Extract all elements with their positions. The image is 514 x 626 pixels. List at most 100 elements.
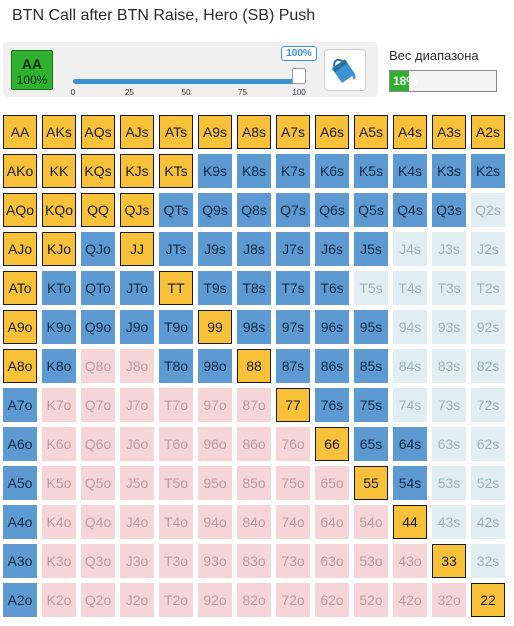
- hand-cell-kqs[interactable]: KQs: [81, 154, 115, 188]
- hand-cell-tt[interactable]: TT: [159, 271, 193, 305]
- hand-cell-j2o[interactable]: J2o: [120, 583, 154, 617]
- hand-cell-85o[interactable]: 85o: [237, 466, 271, 500]
- hand-cell-t2o[interactable]: T2o: [159, 583, 193, 617]
- hand-cell-83s[interactable]: 83s: [432, 349, 466, 383]
- hand-cell-kjo[interactable]: KJo: [42, 232, 76, 266]
- hand-cell-k4o[interactable]: K4o: [42, 505, 76, 539]
- hand-cell-44[interactable]: 44: [393, 505, 427, 539]
- hand-cell-aqs[interactable]: AQs: [81, 115, 115, 149]
- hand-cell-65s[interactable]: 65s: [354, 427, 388, 461]
- hand-cell-88[interactable]: 88: [237, 349, 271, 383]
- hand-cell-ajs[interactable]: AJs: [120, 115, 154, 149]
- hand-cell-q3o[interactable]: Q3o: [81, 544, 115, 578]
- hand-cell-84s[interactable]: 84s: [393, 349, 427, 383]
- hand-cell-q8s[interactable]: Q8s: [237, 193, 271, 227]
- hand-cell-t7o[interactable]: T7o: [159, 388, 193, 422]
- hand-cell-87o[interactable]: 87o: [237, 388, 271, 422]
- hand-cell-72o[interactable]: 72o: [276, 583, 310, 617]
- hand-cell-a4o[interactable]: A4o: [3, 505, 37, 539]
- hand-cell-k5o[interactable]: K5o: [42, 466, 76, 500]
- hand-cell-96o[interactable]: 96o: [198, 427, 232, 461]
- hand-cell-j7s[interactable]: J7s: [276, 232, 310, 266]
- hand-cell-ato[interactable]: ATo: [3, 271, 37, 305]
- hand-cell-73s[interactable]: 73s: [432, 388, 466, 422]
- hand-cell-j8s[interactable]: J8s: [237, 232, 271, 266]
- hand-cell-92o[interactable]: 92o: [198, 583, 232, 617]
- hand-cell-k3o[interactable]: K3o: [42, 544, 76, 578]
- hand-cell-52o[interactable]: 52o: [354, 583, 388, 617]
- hand-cell-kts[interactable]: KTs: [159, 154, 193, 188]
- hand-cell-qjs[interactable]: QJs: [120, 193, 154, 227]
- hand-cell-62o[interactable]: 62o: [315, 583, 349, 617]
- hand-cell-k4s[interactable]: K4s: [393, 154, 427, 188]
- hand-cell-22[interactable]: 22: [471, 583, 505, 617]
- hand-cell-aa[interactable]: AA: [3, 115, 37, 149]
- hand-cell-t8s[interactable]: T8s: [237, 271, 271, 305]
- hand-cell-83o[interactable]: 83o: [237, 544, 271, 578]
- hand-cell-87s[interactable]: 87s: [276, 349, 310, 383]
- hand-cell-74o[interactable]: 74o: [276, 505, 310, 539]
- hand-cell-a5o[interactable]: A5o: [3, 466, 37, 500]
- hand-cell-kk[interactable]: KK: [42, 154, 76, 188]
- hand-cell-76s[interactable]: 76s: [315, 388, 349, 422]
- hand-cell-kqo[interactable]: KQo: [42, 193, 76, 227]
- hand-cell-qts[interactable]: QTs: [159, 193, 193, 227]
- hand-cell-t3o[interactable]: T3o: [159, 544, 193, 578]
- hand-cell-jto[interactable]: JTo: [120, 271, 154, 305]
- hand-cell-82o[interactable]: 82o: [237, 583, 271, 617]
- hand-cell-55[interactable]: 55: [354, 466, 388, 500]
- hand-cell-65o[interactable]: 65o: [315, 466, 349, 500]
- hand-cell-66[interactable]: 66: [315, 427, 349, 461]
- hand-cell-q7o[interactable]: Q7o: [81, 388, 115, 422]
- hand-cell-64s[interactable]: 64s: [393, 427, 427, 461]
- hand-cell-a8s[interactable]: A8s: [237, 115, 271, 149]
- hand-cell-jj[interactable]: JJ: [120, 232, 154, 266]
- hand-cell-ajo[interactable]: AJo: [3, 232, 37, 266]
- hand-cell-82s[interactable]: 82s: [471, 349, 505, 383]
- hand-cell-85s[interactable]: 85s: [354, 349, 388, 383]
- hand-cell-96s[interactable]: 96s: [315, 310, 349, 344]
- hand-cell-qto[interactable]: QTo: [81, 271, 115, 305]
- hand-cell-75o[interactable]: 75o: [276, 466, 310, 500]
- hand-cell-q8o[interactable]: Q8o: [81, 349, 115, 383]
- hand-cell-k6s[interactable]: K6s: [315, 154, 349, 188]
- hand-cell-q4o[interactable]: Q4o: [81, 505, 115, 539]
- hand-cell-98o[interactable]: 98o: [198, 349, 232, 383]
- hand-cell-t6s[interactable]: T6s: [315, 271, 349, 305]
- hand-cell-a2s[interactable]: A2s: [471, 115, 505, 149]
- hand-cell-a9s[interactable]: A9s: [198, 115, 232, 149]
- hand-cell-32o[interactable]: 32o: [432, 583, 466, 617]
- hand-cell-k8s[interactable]: K8s: [237, 154, 271, 188]
- hand-cell-t4s[interactable]: T4s: [393, 271, 427, 305]
- hand-cell-a6s[interactable]: A6s: [315, 115, 349, 149]
- hand-cell-j4o[interactable]: J4o: [120, 505, 154, 539]
- hand-cell-t9s[interactable]: T9s: [198, 271, 232, 305]
- hand-cell-k9o[interactable]: K9o: [42, 310, 76, 344]
- hand-cell-63s[interactable]: 63s: [432, 427, 466, 461]
- hand-cell-t6o[interactable]: T6o: [159, 427, 193, 461]
- slider-track[interactable]: [73, 79, 299, 84]
- hand-cell-72s[interactable]: 72s: [471, 388, 505, 422]
- hand-cell-99[interactable]: 99: [198, 310, 232, 344]
- hand-cell-q6s[interactable]: Q6s: [315, 193, 349, 227]
- hand-cell-qq[interactable]: QQ: [81, 193, 115, 227]
- hand-cell-j4s[interactable]: J4s: [393, 232, 427, 266]
- hand-cell-q6o[interactable]: Q6o: [81, 427, 115, 461]
- hand-cell-54o[interactable]: 54o: [354, 505, 388, 539]
- hand-cell-a7s[interactable]: A7s: [276, 115, 310, 149]
- hand-cell-j7o[interactable]: J7o: [120, 388, 154, 422]
- hand-cell-94o[interactable]: 94o: [198, 505, 232, 539]
- hand-cell-86s[interactable]: 86s: [315, 349, 349, 383]
- hand-cell-j3o[interactable]: J3o: [120, 544, 154, 578]
- hand-cell-a2o[interactable]: A2o: [3, 583, 37, 617]
- hand-cell-q9o[interactable]: Q9o: [81, 310, 115, 344]
- hand-cell-q2o[interactable]: Q2o: [81, 583, 115, 617]
- hand-cell-q5s[interactable]: Q5s: [354, 193, 388, 227]
- hand-cell-a3s[interactable]: A3s: [432, 115, 466, 149]
- hand-cell-j5o[interactable]: J5o: [120, 466, 154, 500]
- hand-cell-84o[interactable]: 84o: [237, 505, 271, 539]
- hand-cell-95o[interactable]: 95o: [198, 466, 232, 500]
- hand-cell-aks[interactable]: AKs: [42, 115, 76, 149]
- hand-cell-q3s[interactable]: Q3s: [432, 193, 466, 227]
- hand-cell-75s[interactable]: 75s: [354, 388, 388, 422]
